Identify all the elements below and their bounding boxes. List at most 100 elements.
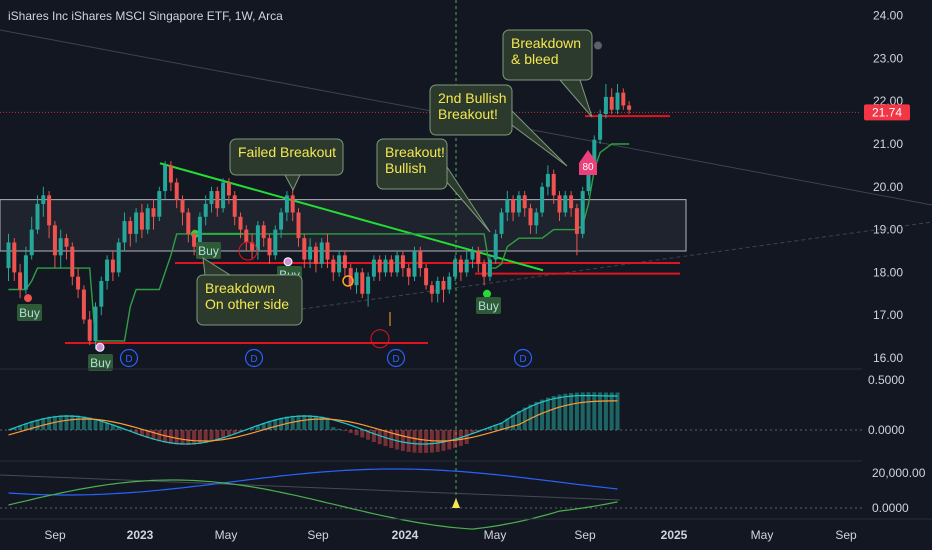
- candle-body: [267, 238, 272, 256]
- candle-body: [621, 92, 626, 106]
- price-tick-label: 18.00: [873, 265, 903, 279]
- buy-badge-text: Buy: [90, 356, 111, 370]
- time-tick-label: May: [484, 528, 507, 542]
- candle-body: [215, 191, 220, 209]
- candle-body: [551, 173, 556, 196]
- time-tick-label: Sep: [307, 528, 329, 542]
- macd-histogram-bar: [511, 414, 516, 430]
- candle-body: [598, 114, 603, 140]
- candle-body: [516, 195, 521, 213]
- macd-histogram-bar: [174, 430, 179, 445]
- macd-histogram-bar: [64, 415, 69, 430]
- candle-body: [499, 212, 504, 234]
- time-tick-label: 2024: [392, 528, 419, 542]
- macd-histogram-bar: [371, 430, 376, 442]
- macd-histogram-bar: [313, 415, 318, 430]
- candle-body: [493, 233, 498, 260]
- callout-text: & bleed: [511, 51, 558, 67]
- candle-body: [47, 195, 52, 226]
- dividend-marker: [513, 348, 533, 368]
- candle-body: [18, 272, 23, 290]
- macd-histogram-bar: [255, 425, 260, 430]
- candle-body: [29, 229, 34, 256]
- macd-histogram-bar: [52, 415, 57, 430]
- reference-line-dashed: [294, 221, 932, 311]
- price-tick-label: 23.00: [873, 51, 903, 65]
- candle-body: [174, 182, 179, 200]
- macd-histogram-bar: [337, 428, 342, 430]
- candle-body: [482, 263, 487, 277]
- macd-histogram-bar: [557, 394, 562, 430]
- buy-badge: [196, 242, 221, 259]
- candle-body: [528, 208, 533, 226]
- candle-body: [609, 96, 614, 110]
- candle-body: [412, 251, 417, 277]
- candle-body: [441, 280, 446, 290]
- callout-text: Breakdown: [511, 35, 581, 51]
- macd-histogram-bar: [238, 430, 243, 432]
- candle-body: [603, 96, 608, 115]
- callout-box: [376, 138, 448, 190]
- candle-body: [545, 173, 550, 187]
- highlight-circle: [370, 329, 390, 349]
- macd-histogram-bar: [505, 418, 510, 430]
- candle-body: [534, 212, 539, 226]
- candle-body: [134, 212, 139, 234]
- candle-body: [540, 186, 545, 213]
- candle-body: [41, 195, 46, 204]
- candle-body: [400, 255, 405, 269]
- callout-box: [429, 84, 513, 136]
- macd-histogram-bar: [377, 430, 382, 445]
- macd-histogram-bar: [418, 430, 423, 453]
- macd-histogram-bar: [516, 411, 521, 430]
- candle-body: [308, 246, 313, 260]
- macd-histogram-bar: [35, 419, 40, 430]
- candle-body: [255, 225, 260, 251]
- macd-histogram-bar: [76, 415, 81, 430]
- time-tick-label: Sep: [574, 528, 596, 542]
- candle-body: [592, 139, 597, 162]
- candle-body: [128, 221, 133, 234]
- macd-histogram-bar: [354, 430, 359, 436]
- candle-body: [389, 259, 394, 273]
- macd-histogram-bar: [186, 430, 191, 445]
- candle-body: [81, 289, 86, 320]
- chart-title: iShares Inc iShares MSCI Singapore ETF, …: [8, 9, 283, 23]
- candle-body: [87, 319, 92, 341]
- candle-body: [273, 229, 278, 256]
- macd-histogram-bar: [105, 422, 110, 430]
- macd-histogram-bar: [406, 430, 411, 452]
- candle-body: [52, 225, 57, 256]
- macd-histogram-bar: [273, 419, 278, 430]
- macd-histogram-bar: [215, 430, 220, 441]
- macd-histogram-bar: [145, 430, 150, 438]
- macd-histogram-bar: [545, 397, 550, 430]
- candle-body: [226, 182, 231, 196]
- macd-histogram-bar: [81, 416, 86, 430]
- macd-histogram-bar: [412, 430, 417, 453]
- callout-box: [229, 138, 344, 176]
- macd-histogram-bar: [87, 417, 92, 430]
- candle-body: [383, 259, 388, 273]
- candle-body: [35, 203, 40, 230]
- trailing-stop-line: [8, 143, 630, 342]
- candle-body: [110, 259, 115, 273]
- macd-histogram-bar: [93, 418, 98, 430]
- candle-body: [580, 191, 585, 234]
- candle-body: [76, 276, 81, 290]
- callout-box: [196, 274, 303, 326]
- candle-body: [168, 165, 173, 183]
- candle-body: [574, 208, 579, 234]
- candle-body: [557, 195, 562, 213]
- macd-histogram-bar: [424, 430, 429, 453]
- candle-body: [250, 242, 255, 251]
- callout-text: Breakout!: [438, 106, 498, 122]
- candle-body: [70, 246, 75, 277]
- macd-histogram-bar: [29, 421, 34, 430]
- candle-body: [139, 212, 144, 230]
- candle-body: [197, 216, 202, 247]
- macd-histogram-bar: [540, 399, 545, 430]
- macd-tick-label: 0.5000: [868, 373, 905, 387]
- macd-histogram-bar: [528, 404, 533, 430]
